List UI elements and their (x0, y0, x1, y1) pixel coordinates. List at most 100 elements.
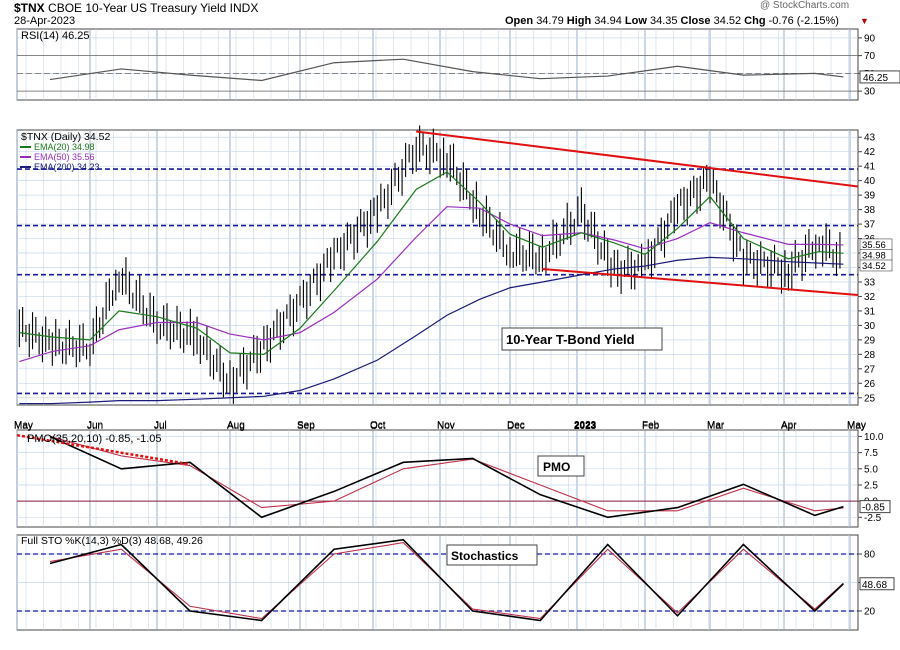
y-tick-label: 34 (864, 263, 876, 274)
sto-annotation: Stochastics (451, 549, 519, 563)
x-tick-label: Aug (227, 421, 245, 432)
right-value-label: 35.56 (862, 240, 886, 251)
pmo-signal-line (49, 435, 844, 512)
y-tick-label: 35 (864, 249, 876, 260)
legend-label: EMA(20) 34.98 (34, 142, 95, 152)
ticker-description: CBOE 10-Year US Treasury Yield INDX (48, 1, 259, 15)
x-tick-label: Nov (437, 420, 455, 431)
high-label: High (566, 15, 592, 27)
x-tick-label: May (847, 420, 866, 431)
x-tick-label: Sep (297, 420, 315, 431)
x-axis-mid: May Jun Jul Aug Sep Oct Nov Dec 2023 Feb Mar Apr May (14, 421, 866, 432)
y-tick-label: 32 (864, 292, 876, 303)
rsi-label: RSI(14) 46.25 (21, 30, 89, 42)
y-tick-label: 27 (864, 364, 876, 375)
y-tick-label: 43 (864, 133, 876, 144)
legend-label: EMA(200) 34.23 (34, 162, 100, 172)
y-tick-label: 40 (864, 176, 876, 187)
right-value-label: 34.52 (862, 261, 886, 272)
low-value: 34.35 (649, 15, 678, 27)
pmo-line (49, 435, 844, 519)
quote-bar: Open 34.79 High 34.94 Low 34.35 Close 34… (505, 15, 839, 27)
y-tick-label: 41 (864, 162, 876, 173)
y-tick-label: -2.5 (864, 513, 882, 524)
y-tick-label: 5.0 (864, 464, 878, 475)
annotation-box (501, 327, 663, 351)
pmo-trendline (16, 433, 191, 466)
x-tick-label: Jul (154, 420, 167, 431)
panel-stochastics: 20 50 80 Full STO %K(14,3) %D(3) 48.68, 49.… (16, 534, 895, 631)
chart-date: 28-Apr-2023 (14, 15, 76, 27)
right-value-box (859, 249, 893, 261)
x-tick-label: Apr (781, 420, 797, 431)
panel-pmo: 10.0 7.5 5.0 2.5 0.0 -2.5 PMO(35,20,10) -0.85,… (16, 429, 891, 528)
right-value-label: 34.98 (862, 250, 886, 261)
chg-value: -0.76 (-2.15%) (768, 15, 839, 27)
panel-frame (16, 129, 859, 406)
y-tick-label: 26 (864, 379, 876, 390)
x-tick-label: 2023 (574, 420, 597, 431)
x-tick-label: 2023 (574, 421, 597, 432)
high-value: 34.94 (594, 15, 622, 27)
y-tick-label: 80 (864, 550, 876, 561)
sto-label: Full STO %K(14,3) %D(3) 48.68, 49.26 (21, 535, 203, 547)
y-tick-label: 50 (864, 578, 876, 589)
y-tick-label: 29 (864, 335, 876, 346)
watermark: @ StockCharts.com (760, 0, 850, 11)
x-tick-label: May (14, 420, 33, 431)
y-tick-label: 30 (864, 321, 876, 332)
x-tick-label: Jul (154, 421, 167, 432)
pmo-annotation: PMO (543, 460, 570, 474)
x-tick-label: Mar (707, 420, 725, 431)
y-tick-label: 33 (864, 277, 876, 288)
y-tick-label: 10.0 (864, 432, 884, 443)
y-tick-label: 38 (864, 205, 876, 216)
ema200-line (19, 256, 844, 405)
price-bars (18, 125, 841, 404)
y-tick-label: 90 (864, 33, 876, 44)
sto-last-box (859, 577, 895, 591)
right-value-box (859, 238, 893, 251)
x-tick-label: Dec (507, 420, 525, 431)
x-tick-label: Nov (437, 421, 455, 432)
chg-label: Chg (744, 15, 766, 27)
y-tick-label: 0.0 (864, 497, 878, 508)
sto-d-line (49, 542, 844, 620)
panel-menu-arrow-icon[interactable]: ▼ (860, 16, 869, 26)
y-tick-label: 39 (864, 191, 876, 202)
pmo-last-box (859, 500, 891, 514)
x-tick-label: Feb (642, 421, 660, 432)
close-label: Close (680, 15, 711, 27)
sto-k-line (49, 538, 844, 622)
y-tick-label: 31 (864, 306, 876, 317)
chart-title: $TNX CBOE 10-Year US Treasury Yield INDX (14, 1, 258, 15)
ema50-line (19, 206, 844, 363)
panel-rsi: 30 50 70 90 RSI(14) 46.25 46.25 (16, 28, 900, 101)
pmo-annotation-box (537, 455, 585, 477)
x-tick-label: Jun (87, 420, 103, 431)
ema20-line (19, 171, 844, 355)
y-tick-label: 30 (864, 87, 876, 98)
price-label: $TNX (Daily) 34.52 (21, 131, 110, 143)
low-label: Low (624, 15, 647, 27)
y-tick-label: 37 (864, 220, 876, 231)
x-tick-label: Apr (781, 421, 797, 432)
x-tick-label: Mar (707, 421, 725, 432)
y-tick-label: 42 (864, 147, 876, 158)
rsi-last-box (859, 70, 900, 84)
panel-frame (16, 28, 859, 101)
rsi-line (49, 58, 844, 82)
open-label: Open (505, 15, 534, 27)
y-tick-label: 2.5 (864, 480, 878, 491)
y-tick-label: 36 (864, 234, 876, 245)
sto-annotation-box (446, 544, 538, 566)
sto-last-value: 48.68 (862, 580, 887, 591)
trendline (416, 130, 859, 188)
x-tick-label: Feb (642, 420, 660, 431)
close-value: 34.52 (713, 15, 742, 27)
panel-frame (16, 429, 859, 528)
y-tick-label: 28 (864, 350, 876, 361)
legend-label: EMA(50) 35.56 (34, 152, 95, 162)
